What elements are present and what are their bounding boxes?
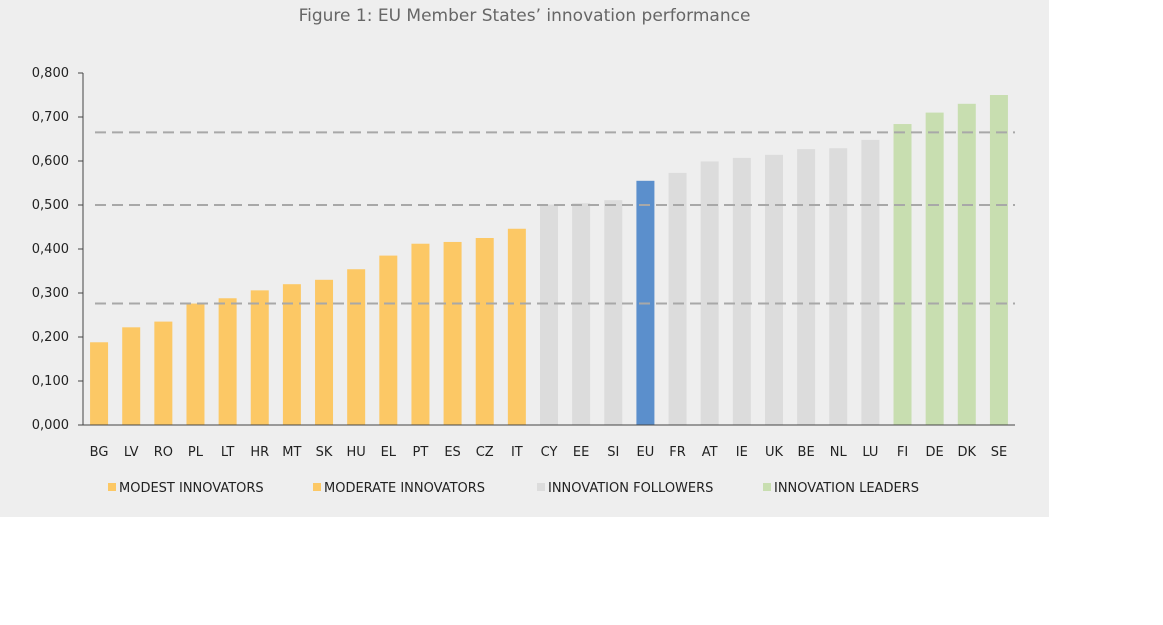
bar-be	[797, 149, 816, 425]
x-tick-label: RO	[154, 445, 173, 460]
bar-lt	[218, 298, 237, 425]
y-tick-label: 0,400	[32, 242, 69, 257]
bar-hr	[250, 290, 269, 425]
bar-ee	[572, 203, 591, 425]
x-tick-label: SE	[991, 445, 1007, 460]
legend-swatch-followers	[537, 483, 545, 491]
legend-swatch-modest	[108, 483, 116, 491]
bar-it	[507, 228, 526, 425]
x-tick-label: ES	[444, 445, 460, 460]
x-tick-label: EL	[381, 445, 397, 460]
chart-title: Figure 1: EU Member States’ innovation p…	[298, 6, 751, 26]
legend-swatch-leaders	[763, 483, 771, 491]
x-tick-label: CY	[541, 445, 558, 460]
bar-se	[989, 95, 1008, 425]
x-tick-label: MT	[282, 445, 301, 460]
x-tick-label: PT	[413, 445, 429, 460]
bar-bg	[90, 342, 109, 425]
legend-label-followers: INNOVATION FOLLOWERS	[548, 481, 713, 496]
legend-label-moderate: MODERATE INNOVATORS	[324, 481, 485, 496]
x-tick-label: EU	[637, 445, 655, 460]
bar-cz	[475, 238, 494, 425]
x-tick-label: IE	[736, 445, 748, 460]
y-tick-label: 0,000	[32, 418, 69, 433]
legend-label-leaders: INNOVATION LEADERS	[774, 481, 919, 496]
bar-at	[700, 161, 719, 425]
bar-lu	[861, 139, 880, 425]
y-tick-label: 0,100	[32, 374, 69, 389]
y-tick-label: 0,200	[32, 330, 69, 345]
x-tick-label: HR	[250, 445, 269, 460]
bar-chart: 0,000 0,100 0,200 0,300 0,400 0,500 0,600 0,700…	[32, 66, 1015, 496]
bar-lv	[122, 327, 141, 425]
x-tick-label: SI	[607, 445, 619, 460]
bar-uk	[764, 154, 783, 425]
bar-es	[443, 241, 462, 425]
bar-ie	[732, 157, 751, 426]
x-tick-label: LV	[124, 445, 139, 460]
bar-pl	[186, 303, 205, 425]
x-tick-label: LT	[221, 445, 234, 460]
x-tick-label: CZ	[476, 445, 494, 460]
x-tick-label: DK	[958, 445, 977, 460]
y-tick-label: 0,300	[32, 286, 69, 301]
x-tick-label: NL	[830, 445, 848, 460]
y-tick-label: 0,600	[32, 154, 69, 169]
bar-de	[925, 112, 944, 425]
bar-pt	[411, 243, 430, 425]
bar-nl	[829, 148, 848, 426]
x-tick-label: SK	[316, 445, 333, 460]
bar-cy	[540, 204, 558, 425]
legend-label-modest: MODEST INNOVATORS	[119, 481, 264, 496]
x-tick-label: BG	[90, 445, 109, 460]
bar-mt	[282, 284, 301, 425]
x-tick-label: PL	[188, 445, 204, 460]
y-tick-label: 0,700	[32, 110, 69, 125]
bar-hu	[347, 269, 366, 425]
x-tick-label: DE	[926, 445, 944, 460]
x-tick-label: FR	[669, 445, 686, 460]
x-tick-label: IT	[511, 445, 523, 460]
bar-ro	[154, 321, 173, 425]
bar-el	[379, 255, 398, 425]
bar-sk	[315, 279, 334, 425]
x-tick-label: EE	[573, 445, 589, 460]
x-tick-label: BE	[798, 445, 815, 460]
bar-fi	[893, 124, 912, 425]
x-tick-label: HU	[347, 445, 366, 460]
x-tick-label: FI	[897, 445, 908, 460]
bar-dk	[957, 103, 976, 426]
bar-si	[604, 200, 623, 425]
y-tick-label: 0,500	[32, 198, 69, 213]
bar-fr	[668, 172, 687, 425]
x-tick-label: AT	[702, 445, 718, 460]
y-tick-label: 0,800	[32, 66, 69, 81]
x-tick-label: UK	[765, 445, 784, 460]
legend-swatch-moderate	[313, 483, 321, 491]
x-tick-label: LU	[862, 445, 878, 460]
